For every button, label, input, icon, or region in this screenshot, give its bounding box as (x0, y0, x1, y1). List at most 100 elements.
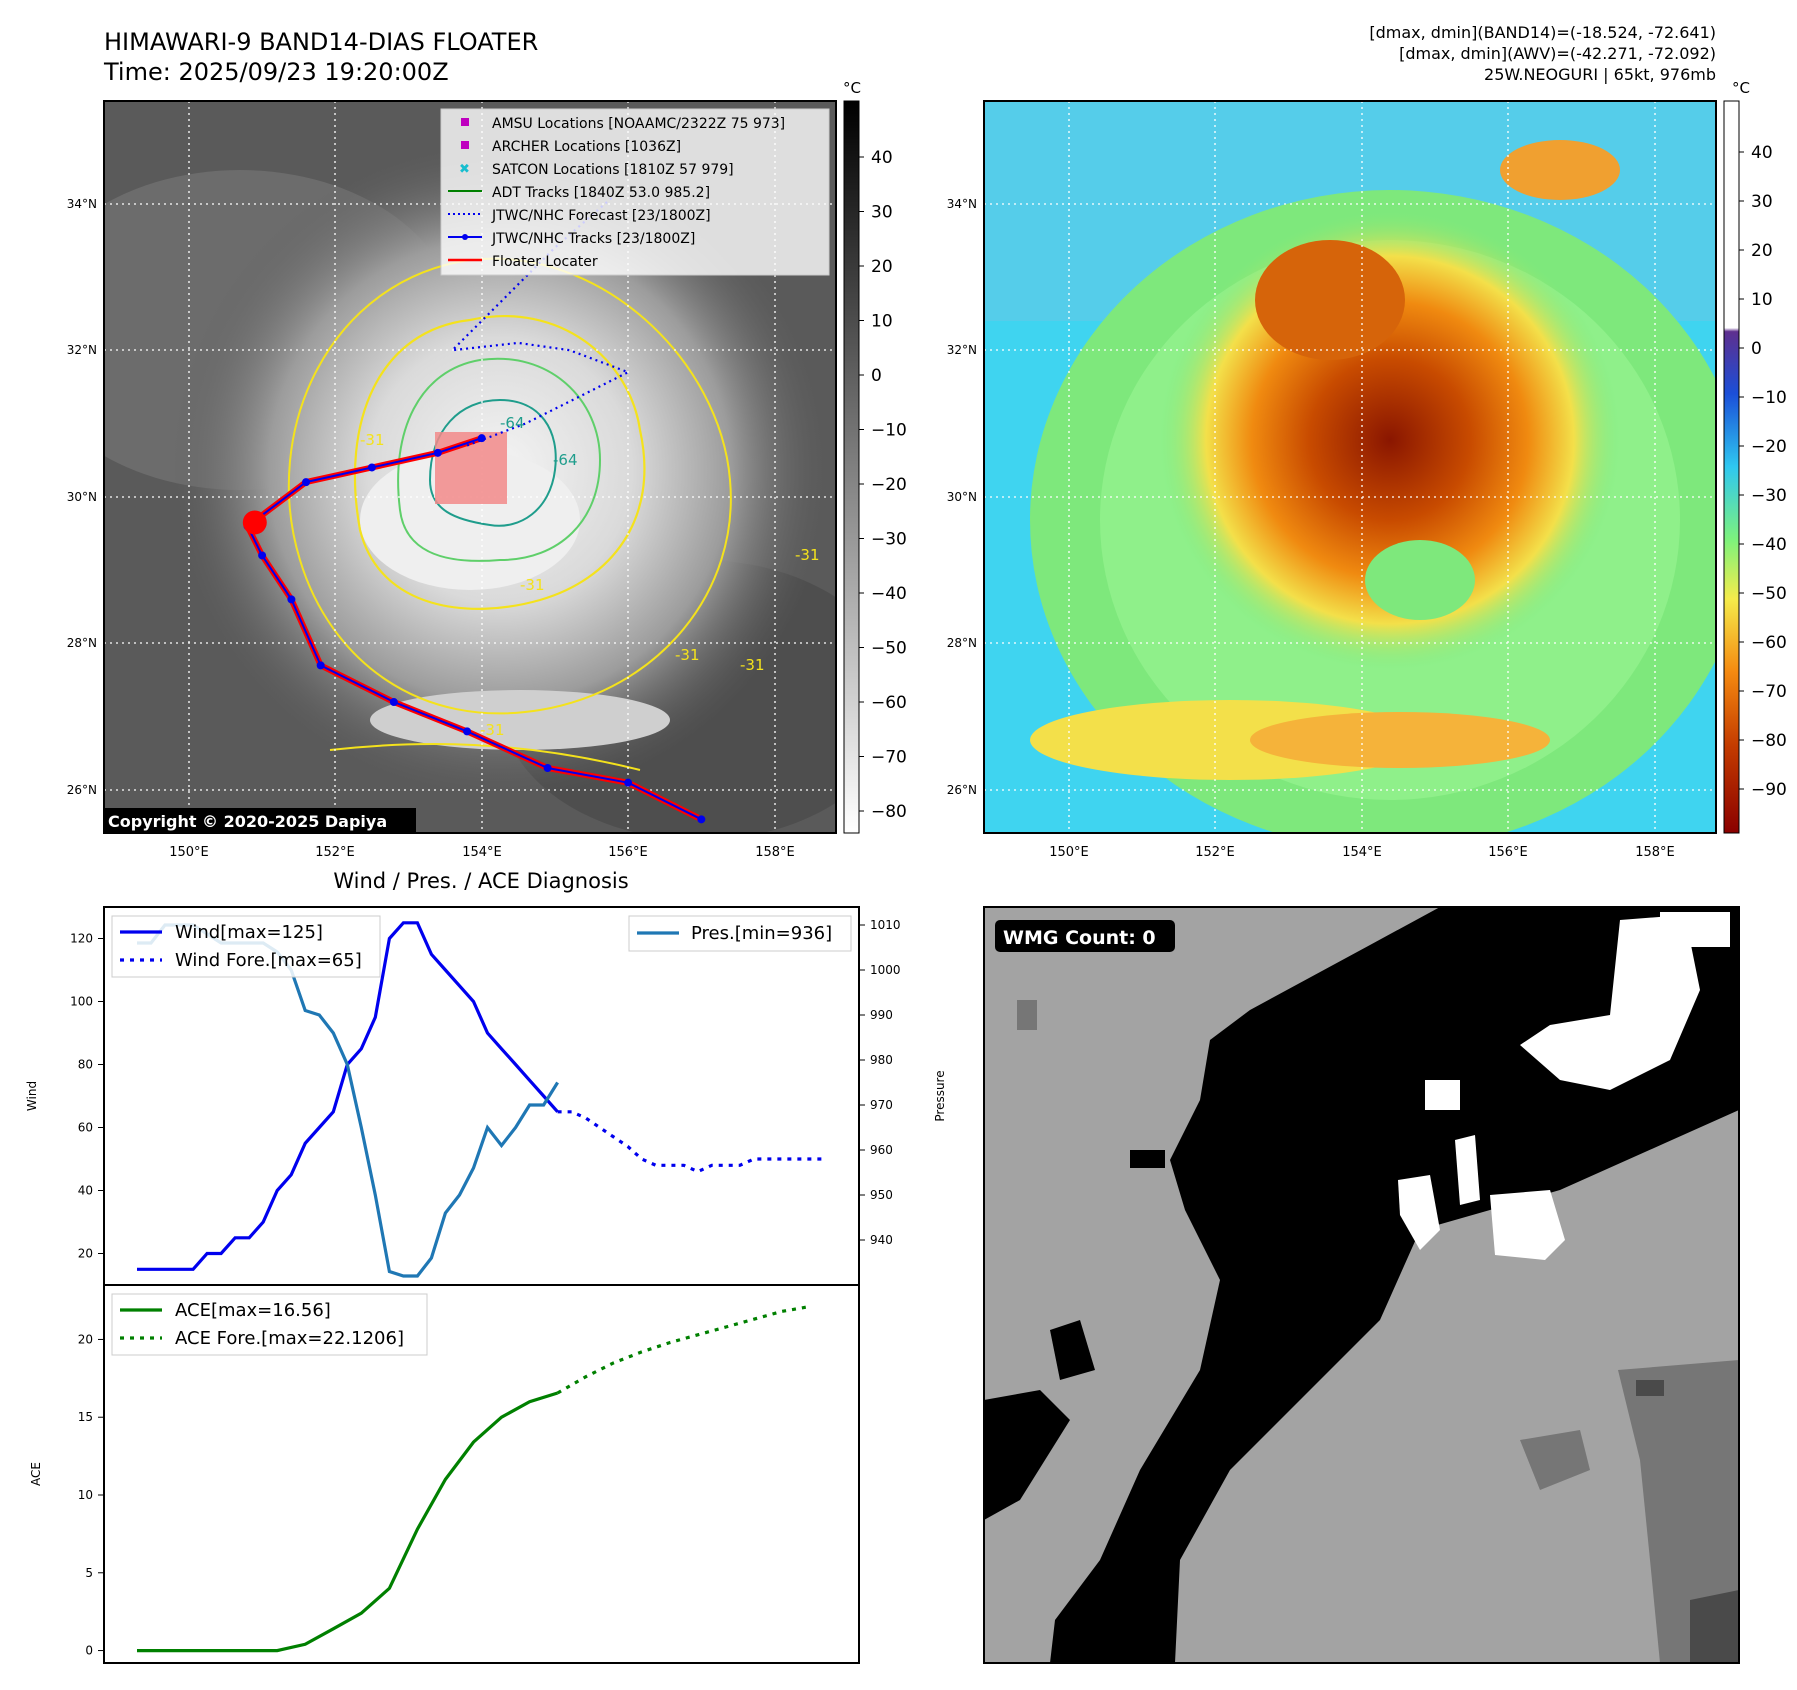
title-line2: Time: 2025/09/23 19:20:00Z (103, 58, 449, 86)
ir-contour-label-7: -31 (740, 656, 765, 674)
colorbar-tick-label: −90 (1751, 780, 1787, 800)
ir-legend-item-5: JTWC/NHC Tracks [23/1800Z] (491, 231, 695, 247)
colorbar-tick-label: −70 (1751, 682, 1787, 702)
ir-contour-yellow-band (329, 743, 641, 771)
ir-contour-label-5: -31 (675, 646, 700, 664)
jtwc-track-point (543, 764, 552, 773)
jtwc-track-point (389, 698, 398, 707)
awv-colorbar (1723, 100, 1740, 834)
jtwc-track-point (624, 778, 633, 787)
colorbar-tick-label: −60 (1751, 633, 1787, 653)
jtwc-track-point (463, 727, 472, 736)
ir-lon-tick-0: 150°E (169, 845, 209, 860)
colorbar-tick-label: 40 (871, 148, 893, 168)
colorbar-tick-label: −20 (1751, 437, 1787, 457)
ir-lat-tick-1: 28°N (67, 636, 97, 650)
pressure-ytick-label: 940 (870, 1233, 893, 1247)
ir-lat-tick-0: 26°N (67, 783, 97, 797)
svg-text:✖: ✖ (459, 162, 470, 177)
colorbar-tick-label: 20 (1751, 241, 1773, 261)
ace-ytick-label: 10 (78, 1488, 93, 1502)
ace-ytick-label: 15 (78, 1410, 93, 1424)
wind-ytick-label: 80 (78, 1058, 93, 1072)
pressure-ylabel: Pressure (933, 1070, 947, 1121)
pressure-ytick-label: 960 (870, 1143, 893, 1157)
ir-legend-item-6: Floater Locater (492, 254, 598, 270)
info-line3: 25W.NEOGURI | 65kt, 976mb (1484, 65, 1716, 84)
jtwc-track-point (316, 661, 325, 670)
colorbar-tick-label: −70 (871, 748, 907, 768)
ir-contour-label-6: -31 (520, 576, 545, 594)
colorbar-tick-label: −10 (871, 421, 907, 441)
ace-legend-0: ACE[max=16.56] (175, 1300, 331, 1321)
wind-ytick-label: 60 (78, 1121, 93, 1135)
jtwc-track-point (287, 595, 296, 604)
wmg-black-region (1050, 907, 1739, 1663)
jtwc-track-point (367, 463, 376, 472)
wmg-panel: WMG Count: 0 (983, 906, 1740, 1664)
colorbar-tick-label: −40 (871, 584, 907, 604)
pressure-ytick-label: 990 (870, 1008, 893, 1022)
jtwc-track-point (258, 551, 267, 560)
pressure-legend-0: Pres.[min=936] (691, 923, 832, 944)
ir-colorbar-unit: °C (843, 79, 861, 97)
awv-lon-tick-1: 152°E (1195, 845, 1235, 860)
ace-legend-1: ACE Fore.[max=22.1206] (175, 1328, 404, 1349)
pressure-ytick-label: 950 (870, 1188, 893, 1202)
colorbar-tick-label: 30 (871, 203, 893, 223)
awv-grid (984, 101, 1716, 833)
jtwc-track-point (697, 815, 706, 824)
awv-map-panel: 150°E 152°E 154°E 156°E 158°E 26°N 28°N … (947, 79, 1787, 860)
colorbar-tick-label: −50 (1751, 584, 1787, 604)
colorbar-tick-label: 30 (1751, 192, 1773, 212)
wind-legend-0: Wind[max=125] (175, 922, 323, 943)
ace-ytick-label: 20 (78, 1332, 93, 1346)
colorbar-tick-label: −80 (871, 802, 907, 822)
awv-colorbar-unit: °C (1732, 79, 1750, 97)
awv-lon-tick-3: 156°E (1488, 845, 1528, 860)
ace-legend-box (111, 1293, 428, 1356)
awv-lat-tick-1: 28°N (947, 636, 977, 650)
ir-lon-tick-3: 156°E (608, 845, 648, 860)
ir-contour-label-3: -31 (795, 546, 820, 564)
info-line2: [dmax, dmin](AWV)=(-42.271, -72.092) (1399, 44, 1716, 63)
colorbar-tick-label: 0 (871, 366, 882, 386)
diag-title: Wind / Pres. / ACE Diagnosis (333, 869, 628, 893)
colorbar-tick-label: −20 (871, 475, 907, 495)
info-line1: [dmax, dmin](BAND14)=(-18.524, -72.641) (1369, 23, 1716, 42)
ace-ytick-label: 5 (85, 1566, 93, 1580)
colorbar-tick-label: −60 (871, 693, 907, 713)
colorbar-tick-label: −30 (1751, 486, 1787, 506)
wind-forecast-line (557, 1110, 824, 1174)
pressure-ytick-label: 1010 (870, 918, 901, 932)
wind-legend-1: Wind Fore.[max=65] (175, 950, 362, 971)
awv-lon-tick-4: 158°E (1635, 845, 1675, 860)
awv-lat-tick-4: 34°N (947, 197, 977, 211)
ir-legend-box (440, 108, 830, 276)
copyright-box (104, 808, 416, 833)
ace-line (137, 1391, 559, 1653)
ir-contour-label-1: -64 (553, 451, 578, 469)
wind-ytick-label: 120 (70, 932, 93, 946)
ir-legend-item-3: ADT Tracks [1840Z 53.0 985.2] (492, 185, 710, 201)
wind-ytick-label: 40 (78, 1184, 93, 1198)
ir-lat-tick-2: 30°N (67, 490, 97, 504)
jtwc-track-point (433, 448, 442, 457)
ir-contour-teal (428, 398, 557, 527)
ir-legend-item-2: SATCON Locations [1810Z 57 979] (492, 162, 734, 178)
wind-ylabel: Wind (25, 1081, 39, 1111)
colorbar-tick-label: 10 (871, 312, 893, 332)
ir-legend-item-4: JTWC/NHC Forecast [23/1800Z] (491, 208, 711, 224)
ir-contour-green (397, 357, 602, 562)
colorbar-tick-label: 40 (1751, 143, 1773, 163)
ir-contour-label-2: -31 (360, 431, 385, 449)
ace-ytick-label: 0 (85, 1644, 93, 1658)
awv-lat-tick-2: 30°N (947, 490, 977, 504)
wind-ytick-label: 20 (78, 1247, 93, 1261)
ir-contour-label-4: -31 (480, 721, 505, 739)
wind-ytick-label: 100 (70, 995, 93, 1009)
ir-legend-item-0: AMSU Locations [NOAAMC/2322Z 75 973] (492, 116, 785, 132)
wind-legend-box (111, 915, 381, 978)
ir-colorbar (843, 100, 860, 834)
